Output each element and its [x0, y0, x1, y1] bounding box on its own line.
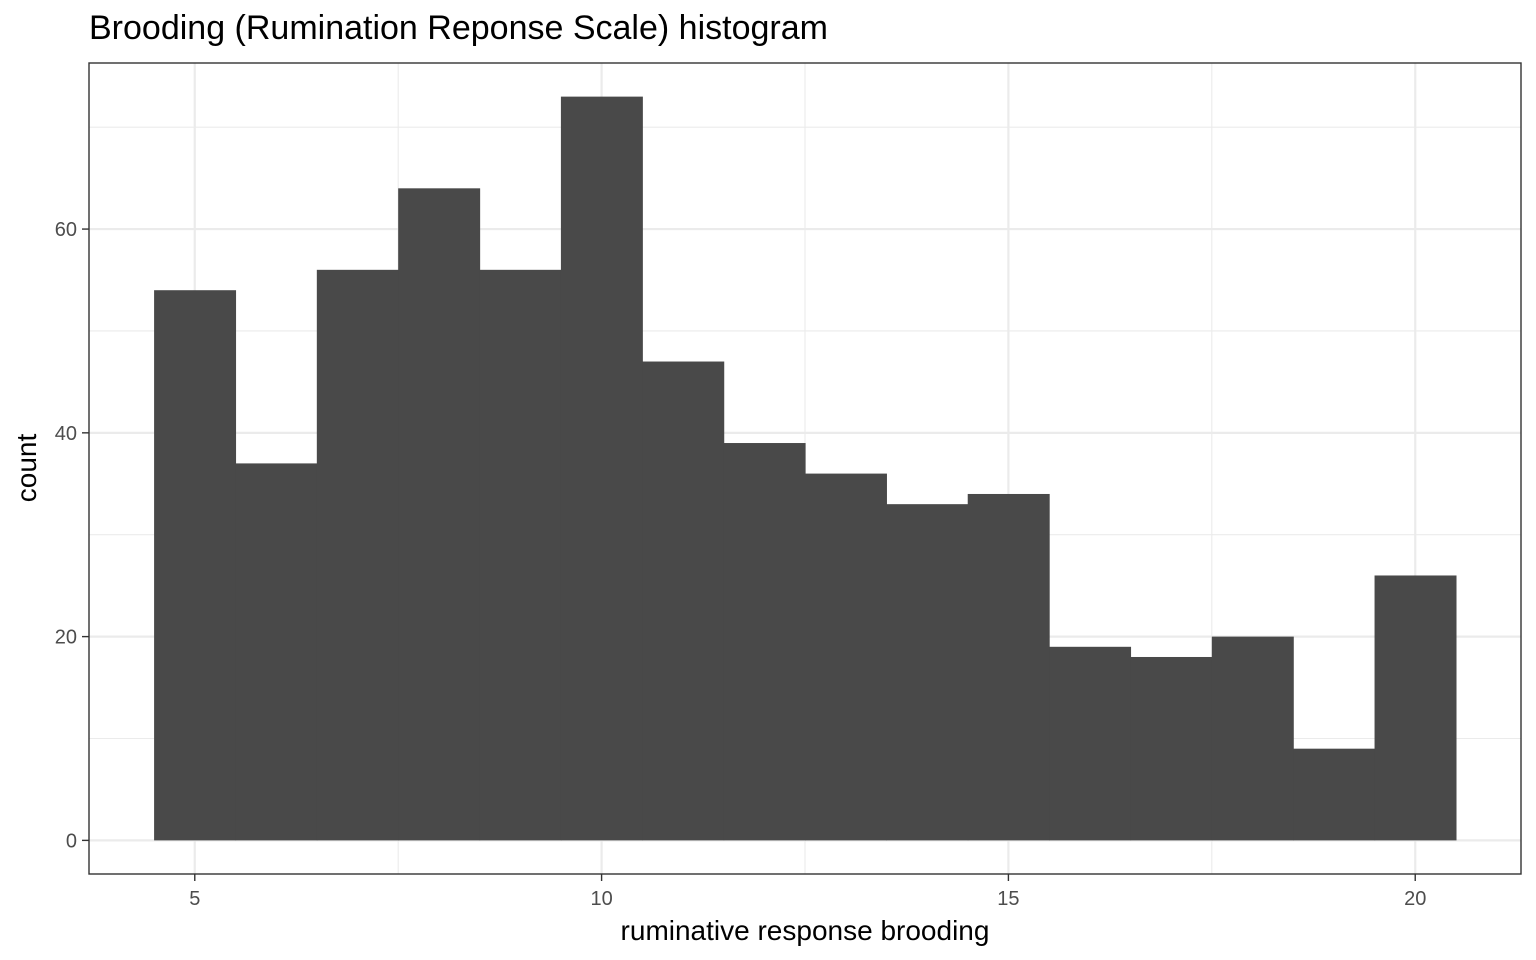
- histogram-bar: [1211, 636, 1294, 841]
- histogram-bar: [398, 188, 481, 841]
- x-tick-label: 15: [997, 888, 1019, 910]
- y-axis-title: count: [11, 434, 42, 503]
- histogram-bars: [154, 96, 1457, 841]
- histogram-bar: [723, 443, 806, 841]
- y-tick-label: 60: [55, 219, 77, 241]
- panel-border: [88, 62, 1522, 875]
- y-tick-label: 40: [55, 423, 77, 445]
- histogram-bar: [805, 473, 887, 841]
- y-tick-label: 0: [66, 830, 77, 852]
- histogram-bar: [560, 96, 643, 841]
- x-axis-title: ruminative response brooding: [621, 915, 990, 946]
- x-axis: 5 10 15 20: [189, 874, 1426, 910]
- y-tick-label: 20: [55, 627, 77, 649]
- y-axis: 0 20 40 60: [55, 219, 89, 852]
- histogram-bar: [1374, 575, 1457, 841]
- x-tick-label: 20: [1404, 888, 1426, 910]
- x-tick-label: 10: [590, 888, 612, 910]
- histogram-bar: [479, 269, 562, 841]
- histogram-bar: [235, 463, 318, 841]
- histogram-bar: [154, 290, 237, 841]
- histogram-bar: [1049, 646, 1132, 841]
- histogram-bar: [967, 493, 1050, 841]
- histogram-bar: [642, 361, 725, 841]
- histogram-bar: [886, 504, 969, 841]
- histogram-bar: [316, 269, 399, 841]
- chart-title: Brooding (Rumination Reponse Scale) hist…: [89, 9, 828, 47]
- histogram-bar: [1293, 748, 1376, 841]
- x-tick-label: 5: [189, 888, 200, 910]
- histogram-bar: [1130, 656, 1213, 841]
